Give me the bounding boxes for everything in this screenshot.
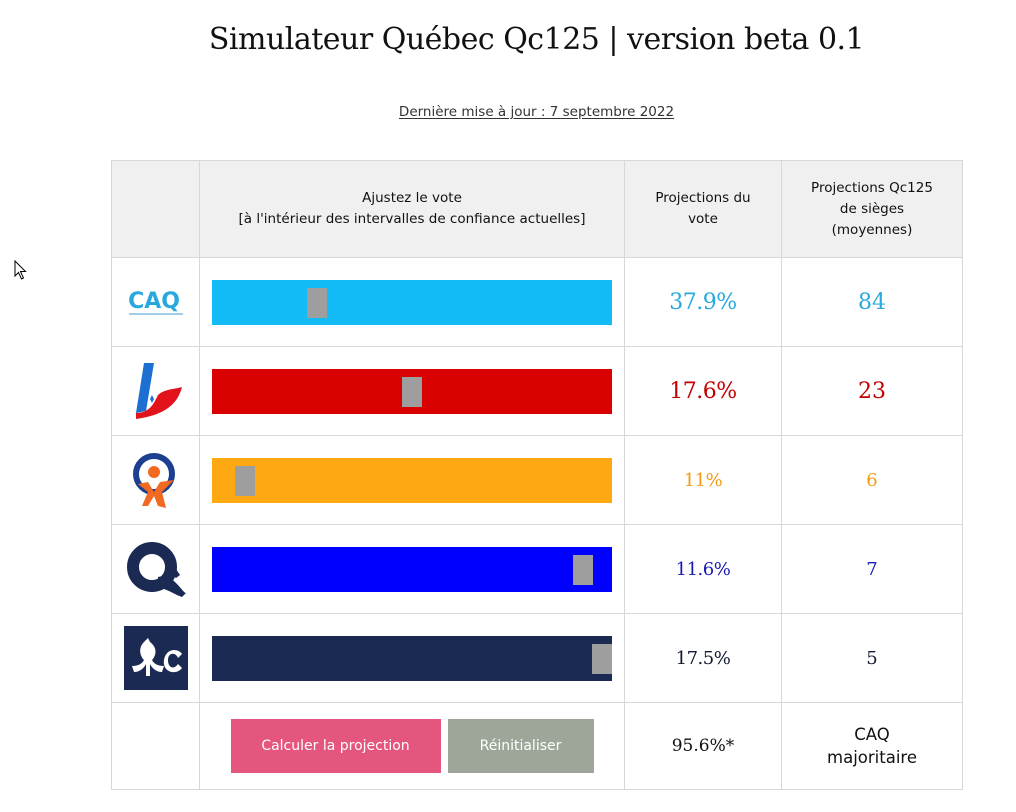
slider-track[interactable] xyxy=(212,636,612,681)
header-seat-line2: de sièges xyxy=(839,200,905,217)
seat-projection-cell: 6 xyxy=(781,435,963,525)
calculate-projection-button[interactable]: Calculer la projection xyxy=(230,719,441,773)
vote-projection-cell: 11% xyxy=(624,435,782,525)
mouse-cursor-icon xyxy=(14,260,27,280)
qs-logo-icon xyxy=(132,453,175,508)
seat-projection: 7 xyxy=(866,558,878,580)
reset-button[interactable]: Réinitialiser xyxy=(447,719,594,773)
slider-track[interactable] xyxy=(212,280,612,325)
party-row-pcq: 17.5% 5 xyxy=(111,613,963,703)
vote-slider-plq[interactable] xyxy=(199,346,625,436)
header-slider-line2: [à l'intérieur des intervalles de confia… xyxy=(238,211,586,227)
party-row-plq: 17.6% 23 xyxy=(111,346,963,436)
vote-projection-cell: 17.6% xyxy=(624,346,782,436)
logo-cell xyxy=(111,613,200,703)
header-slider-cell: Ajustez le vote [à l'intérieur des inter… xyxy=(199,160,625,258)
seat-projection: 84 xyxy=(858,289,886,315)
logo-cell xyxy=(111,435,200,525)
header-slider-line1: Ajustez le vote xyxy=(362,190,462,206)
party-row-pq: 11.6% 7 xyxy=(111,524,963,614)
vote-projection: 11.6% xyxy=(675,558,731,580)
slider-thumb[interactable] xyxy=(402,377,422,407)
pq-logo-icon xyxy=(126,542,186,597)
plq-logo-icon xyxy=(135,363,182,419)
action-empty-cell xyxy=(111,702,200,790)
party-row-qs: 11% 6 xyxy=(111,435,963,525)
vote-projection: 17.6% xyxy=(669,378,737,404)
vote-projection-cell: 17.5% xyxy=(624,613,782,703)
last-updated-link[interactable]: Dernière mise à jour : 7 septembre 2022 xyxy=(398,104,675,120)
seat-projection: 5 xyxy=(866,647,878,669)
seat-projection: 6 xyxy=(866,469,878,491)
header-seat-line1: Projections Qc125 xyxy=(811,179,933,196)
slider-track[interactable] xyxy=(212,458,612,503)
seat-projection-cell: 5 xyxy=(781,613,963,703)
vote-projection: 37.9% xyxy=(669,289,737,315)
header-vote-cell: Projections du vote xyxy=(624,160,782,258)
seat-projection-cell: 7 xyxy=(781,524,963,614)
logo-cell xyxy=(111,524,200,614)
simulator-table: Ajustez le vote [à l'intérieur des inter… xyxy=(111,160,963,790)
seat-projection-cell: 23 xyxy=(781,346,963,436)
action-buttons-cell: Calculer la projection Réinitialiser xyxy=(199,702,625,790)
vote-slider-pcq[interactable] xyxy=(199,613,625,703)
vote-slider-qs[interactable] xyxy=(199,435,625,525)
slider-track[interactable] xyxy=(212,369,612,414)
header-vote-line1: Projections du xyxy=(655,190,751,206)
logo-cell: CAQ xyxy=(111,257,200,347)
header-vote-line2: vote xyxy=(688,211,718,227)
vote-slider-caq[interactable] xyxy=(199,257,625,347)
party-row-caq: CAQ 37.9% 84 xyxy=(111,257,963,347)
vote-slider-pq[interactable] xyxy=(199,524,625,614)
slider-track[interactable] xyxy=(212,547,612,592)
caq-logo-text: CAQ xyxy=(128,289,180,314)
vote-projection: 17.5% xyxy=(675,647,731,669)
slider-thumb[interactable] xyxy=(235,466,255,496)
table-header-row: Ajustez le vote [à l'intérieur des inter… xyxy=(111,160,963,258)
header-seat-cell: Projections Qc125 de sièges (moyennes) xyxy=(781,160,963,258)
slider-thumb[interactable] xyxy=(592,644,612,674)
pcq-logo-icon xyxy=(123,626,188,690)
vote-projection-cell: 37.9% xyxy=(624,257,782,347)
verdict-cell: CAQ majoritaire xyxy=(781,702,963,790)
page-title: Simulateur Québec Qc125 | version beta 0… xyxy=(208,22,865,57)
slider-thumb[interactable] xyxy=(573,555,593,585)
total-vote-cell: 95.6%* xyxy=(624,702,782,790)
verdict-line2: majoritaire xyxy=(827,748,917,767)
caq-logo-icon: CAQ xyxy=(128,289,183,315)
slider-thumb[interactable] xyxy=(307,288,327,318)
action-row: Calculer la projection Réinitialiser 95.… xyxy=(111,702,963,790)
vote-projection-cell: 11.6% xyxy=(624,524,782,614)
logo-cell xyxy=(111,346,200,436)
seat-projection: 23 xyxy=(858,378,886,404)
total-vote: 95.6%* xyxy=(671,736,735,756)
verdict-line1: CAQ xyxy=(854,725,890,744)
header-logo-cell xyxy=(111,160,200,258)
seat-projection-cell: 84 xyxy=(781,257,963,347)
header-seat-line3: (moyennes) xyxy=(831,221,913,238)
vote-projection: 11% xyxy=(683,469,723,491)
